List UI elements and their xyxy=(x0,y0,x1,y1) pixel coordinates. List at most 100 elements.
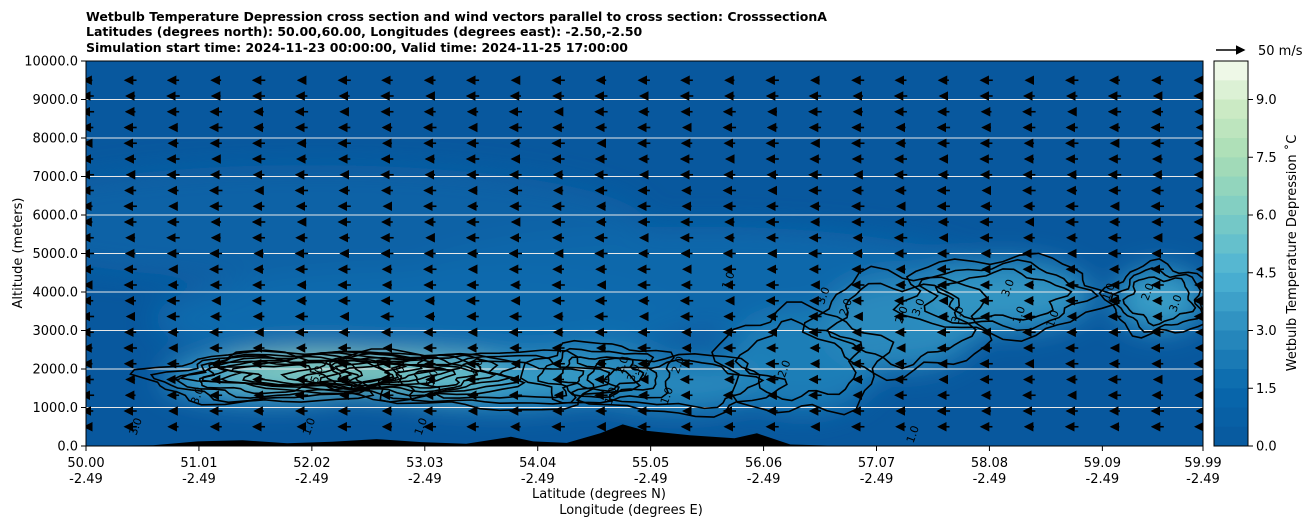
colorbar-band-11 xyxy=(1214,215,1248,235)
x-axis-label-lon: Longitude (degrees E) xyxy=(559,503,703,518)
y-tick-label-4: 4000.0 xyxy=(33,286,79,301)
contour-1.0-10 xyxy=(129,349,393,406)
contour-label-19: 3.0 xyxy=(909,297,927,318)
x-tick-label-lat-10: 59.99 xyxy=(1184,456,1221,471)
contour-label-7: 1.0 xyxy=(412,416,430,437)
colorbar-band-5 xyxy=(1214,330,1248,350)
x-tick-label-lat-4: 54.04 xyxy=(519,456,556,471)
colorbar-band-3 xyxy=(1214,369,1248,389)
x-tick-label-lon-8: -2.49 xyxy=(973,472,1007,487)
colorbar-band-19 xyxy=(1214,61,1248,81)
colorbar-band-17 xyxy=(1214,99,1248,119)
x-tick-label-lon-1: -2.49 xyxy=(182,472,216,487)
contour-2.0-27 xyxy=(917,258,1100,332)
x-tick-label-lat-6: 56.06 xyxy=(745,456,782,471)
y-tick-label-9: 9000.0 xyxy=(33,93,79,108)
colorbar-label: Wetbulb Temperature Depression ˚C xyxy=(1284,135,1300,372)
wind-reference-label: 50 m/s xyxy=(1258,44,1303,59)
x-tick-label-lon-6: -2.49 xyxy=(747,472,781,487)
x-tick-label-lon-3: -2.49 xyxy=(408,472,442,487)
colorbar: 0.0 1.5 3.0 4.5 6.0 7.5 9.0 Wetbulb Temperatur… xyxy=(1213,60,1300,455)
colorbar-band-15 xyxy=(1214,138,1248,158)
colorbar-band-8 xyxy=(1214,272,1248,292)
colorbar-band-0 xyxy=(1214,426,1248,446)
colorbar-tick-label-0: 0.0 xyxy=(1256,440,1277,455)
contour-label-26: 3.0 xyxy=(1167,293,1185,314)
colorbar-band-18 xyxy=(1214,80,1248,100)
y-tick-label-0: 0.0 xyxy=(57,440,78,455)
contour-1.0-5 xyxy=(280,348,526,403)
x-tick-label-lon-2: -2.49 xyxy=(295,472,329,487)
x-tick-label-lat-9: 59.09 xyxy=(1084,456,1121,471)
contour-2.0-11 xyxy=(149,355,369,404)
contour-2.0-15 xyxy=(390,354,611,405)
colorbar-tick-label-1: 1.5 xyxy=(1256,382,1277,397)
x-tick-label-lon-10: -2.49 xyxy=(1186,472,1220,487)
x-tick-label-lon-5: -2.49 xyxy=(634,472,668,487)
field-region-9 xyxy=(1114,268,1203,331)
y-axis-label: Altitude (meters) xyxy=(11,198,26,309)
y-tick-label-1: 1000.0 xyxy=(33,401,79,416)
colorbar-band-2 xyxy=(1214,388,1248,408)
contour-lines xyxy=(129,252,1203,418)
contour-label-27: 1.0 xyxy=(904,424,922,445)
y-tick-label-3: 3000.0 xyxy=(33,324,79,339)
x-tick-label-lon-4: -2.49 xyxy=(521,472,555,487)
contour-2.0-18 xyxy=(537,347,658,399)
contour-2.0-21 xyxy=(602,358,765,410)
colorbar-ticks: 0.0 1.5 3.0 4.5 6.0 7.5 9.0 xyxy=(1248,93,1277,455)
x-axis: 50.00-2.4951.01-2.4952.02-2.4953.03-2.49… xyxy=(67,446,1222,487)
colorbar-band-6 xyxy=(1214,311,1248,331)
colorbar-band-13 xyxy=(1214,176,1248,196)
colorbar-tick-label-5: 7.5 xyxy=(1256,151,1277,166)
colorbar-frame xyxy=(1213,60,1249,447)
colorbar-band-1 xyxy=(1214,407,1248,427)
y-tick-label-7: 7000.0 xyxy=(33,170,79,185)
contour-3.0-16 xyxy=(413,360,585,399)
colorbar-band-16 xyxy=(1214,118,1248,138)
contour-label-21: 3.0 xyxy=(999,278,1017,299)
x-tick-label-lat-0: 50.00 xyxy=(67,456,104,471)
contour-label-15: 2.0 xyxy=(775,358,793,379)
y-tick-label-5: 5000.0 xyxy=(33,247,79,262)
colorbar-bands xyxy=(1213,60,1249,447)
y-tick-label-8: 8000.0 xyxy=(33,132,79,147)
contour-4.0-8 xyxy=(334,356,497,393)
contour-labels: 3.03.05.01.05.0 5.04.01.01.02.03.02.0 2.01… xyxy=(127,270,1185,445)
y-tick-label-6: 6000.0 xyxy=(33,209,79,224)
x-tick-label-lat-8: 58.08 xyxy=(971,456,1008,471)
colorbar-band-4 xyxy=(1214,349,1248,369)
contour-label-3: 1.0 xyxy=(300,416,318,437)
contour-label-8: 1.0 xyxy=(602,385,620,406)
x-tick-label-lat-2: 52.02 xyxy=(293,456,330,471)
x-tick-label-lat-3: 53.03 xyxy=(406,456,443,471)
colorbar-band-10 xyxy=(1214,234,1248,254)
contour-label-13: 1.0 xyxy=(658,385,676,406)
x-tick-label-lon-7: -2.49 xyxy=(860,472,894,487)
wind-reference: 50 m/s xyxy=(1216,44,1303,59)
chart-title-line-3: Simulation start time: 2024-11-23 00:00:… xyxy=(86,40,628,55)
colorbar-tick-label-3: 4.5 xyxy=(1256,266,1277,281)
x-tick-label-lon-9: -2.49 xyxy=(1086,472,1120,487)
y-tick-label-10: 10000.0 xyxy=(24,55,78,70)
colorbar-band-9 xyxy=(1214,253,1248,273)
colorbar-band-12 xyxy=(1214,195,1248,215)
contour-3.0-31 xyxy=(1122,276,1197,327)
contour-label-1: 3.0 xyxy=(188,385,206,406)
x-tick-label-lat-5: 55.05 xyxy=(632,456,669,471)
chart-title-line-2: Latitudes (degrees north): 50.00,60.00, … xyxy=(86,24,643,39)
contour-1.0-22 xyxy=(711,301,895,416)
chart-title-line-1: Wetbulb Temperature Depression cross sec… xyxy=(86,9,827,24)
contour-label-2: 5.0 xyxy=(308,364,326,385)
x-tick-label-lat-1: 51.01 xyxy=(180,456,217,471)
x-tick-label-lat-7: 57.07 xyxy=(858,456,895,471)
colorbar-tick-label-2: 3.0 xyxy=(1256,324,1277,339)
contour-label-4: 5.0 xyxy=(390,364,408,385)
colorbar-band-14 xyxy=(1214,157,1248,177)
wind-vectors xyxy=(86,75,1203,432)
contour-label-9: 2.0 xyxy=(613,355,631,376)
colorbar-tick-label-6: 9.0 xyxy=(1256,93,1277,108)
x-axis-label-lat: Latitude (degrees N) xyxy=(532,487,666,502)
colorbar-tick-label-4: 6.0 xyxy=(1256,209,1277,224)
